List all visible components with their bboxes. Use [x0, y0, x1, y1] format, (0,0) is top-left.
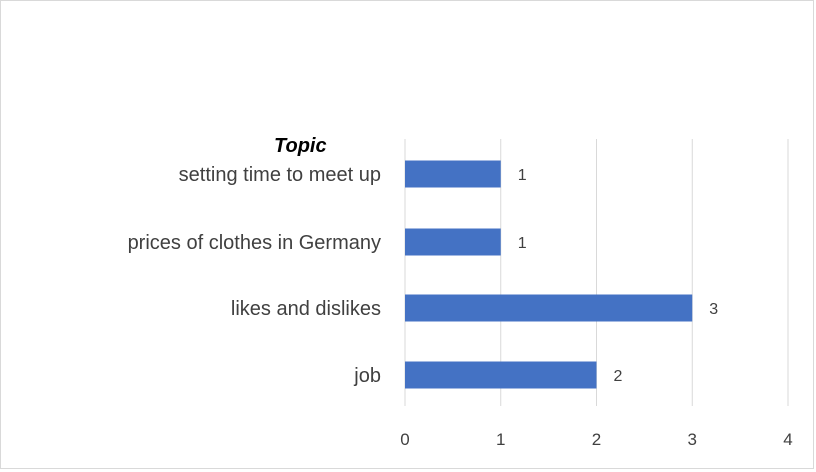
category-label: prices of clothes in Germany — [128, 232, 381, 254]
data-label: 3 — [709, 301, 718, 318]
bar — [405, 294, 693, 322]
x-tick-label: 4 — [783, 430, 792, 449]
x-tick-label: 0 — [400, 430, 409, 449]
x-tick-label: 3 — [688, 430, 697, 449]
data-label: 1 — [518, 235, 527, 252]
category-label: setting time to meet up — [179, 164, 381, 186]
data-label: 1 — [518, 167, 527, 184]
bar — [405, 160, 501, 188]
bars — [405, 160, 693, 389]
bar — [405, 361, 597, 389]
category-label: likes and dislikes — [231, 298, 381, 320]
data-labels: 1 1 3 2 — [518, 167, 719, 385]
category-labels: setting time to meet up prices of clothes… — [128, 164, 381, 387]
x-tick-label: 2 — [592, 430, 601, 449]
data-label: 2 — [614, 368, 623, 385]
category-label: job — [353, 365, 381, 387]
bar — [405, 228, 501, 256]
y-axis-title: Topic — [274, 135, 327, 157]
x-tick-labels: 0 1 2 3 4 — [400, 430, 792, 449]
x-tick-label: 1 — [496, 430, 505, 449]
